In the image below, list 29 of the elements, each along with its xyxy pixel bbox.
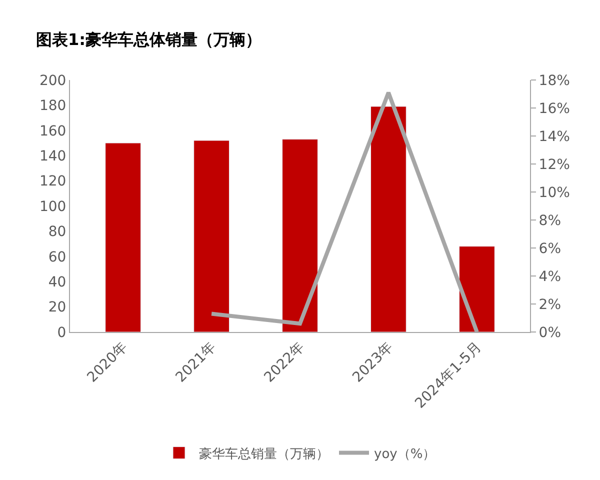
y-tick-label: 200 [39, 72, 66, 89]
y2-tick-label: 0% [538, 324, 562, 341]
y-tick-label: 80 [48, 224, 66, 240]
bar [370, 106, 406, 332]
y-tick-label: 140 [39, 148, 66, 164]
y-tick-label: 160 [39, 123, 66, 140]
y-tick-label: 180 [39, 98, 66, 114]
y2-tick-label: 18% [538, 72, 570, 89]
y-tick-label: 60 [48, 249, 66, 266]
y2-tick-label: 2% [538, 296, 562, 313]
y2-tick-label: 8% [538, 212, 562, 229]
legend-label: yoy（%） [374, 446, 436, 462]
bar [282, 138, 318, 332]
y-tick-label: 100 [39, 198, 66, 215]
chart-title: 图表1:豪华车总体销量（万辆） [36, 30, 262, 49]
y2-tick-label: 4% [538, 268, 562, 285]
y2-tick-label: 12% [538, 156, 570, 173]
legend-label: 豪华车总销量（万辆） [199, 446, 329, 462]
y-tick-label: 20 [48, 300, 66, 316]
y2-tick-label: 6% [538, 240, 562, 257]
bar [194, 140, 230, 332]
bar [105, 142, 142, 332]
y-tick-label: 0 [57, 324, 66, 341]
y2-tick-label: 14% [538, 128, 570, 145]
y-tick-label: 120 [39, 174, 66, 190]
y-tick-label: 40 [48, 274, 66, 290]
y2-tick-label: 16% [538, 100, 570, 117]
y2-tick-label: 10% [538, 184, 570, 201]
bar [458, 246, 495, 332]
